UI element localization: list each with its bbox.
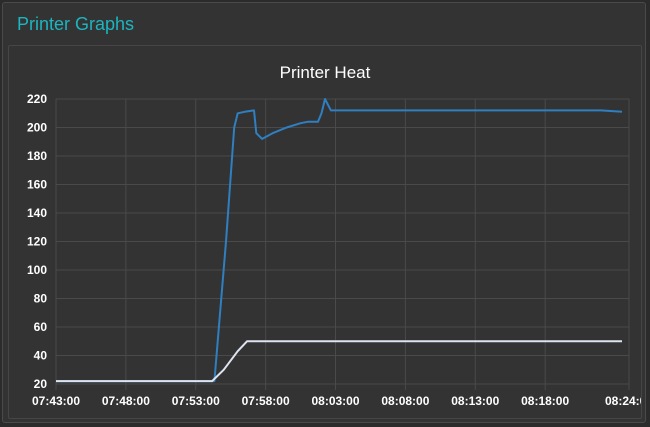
x-tick-label: 08:18:00 (521, 394, 569, 408)
printer-graphs-panel: Printer Graphs 20 40 60 80 100 120 140 160 180 20… (2, 2, 646, 423)
y-tick-label: 100 (27, 263, 47, 277)
series-line-1 (56, 98, 623, 383)
panel-title: Printer Graphs (17, 14, 135, 34)
chart-title: Printer Heat (280, 63, 371, 82)
y-tick-label: 120 (27, 235, 47, 249)
x-tick-label: 08:13:00 (451, 394, 499, 408)
x-tick-label: 08:08:00 (381, 394, 429, 408)
chart-card: 20 40 60 80 100 120 140 160 180 200 220 07:43:00 07… (8, 45, 642, 419)
x-tick-label: 08:24:00 (605, 394, 641, 408)
x-tick-label: 07:48:00 (102, 394, 150, 408)
y-tick-label: 80 (34, 292, 48, 306)
y-axis-ticks: 20 40 60 80 100 120 140 160 180 200 220 (27, 92, 47, 391)
x-tick-label: 08:03:00 (311, 394, 359, 408)
y-tick-label: 140 (27, 206, 47, 220)
y-tick-label: 220 (27, 92, 47, 106)
y-tick-label: 40 (34, 349, 48, 363)
x-axis-ticks: 07:43:00 07:48:00 07:53:00 07:58:00 08:03:00… (32, 394, 641, 408)
y-tick-label: 20 (34, 377, 48, 391)
grid (55, 98, 630, 390)
y-tick-label: 200 (27, 121, 47, 135)
y-tick-label: 160 (27, 178, 47, 192)
y-tick-label: 60 (34, 320, 48, 334)
x-tick-label: 07:53:00 (172, 394, 220, 408)
series-line-2 (56, 340, 622, 383)
y-tick-label: 180 (27, 149, 47, 163)
x-tick-label: 07:43:00 (32, 394, 80, 408)
x-tick-label: 07:58:00 (242, 394, 290, 408)
series-group (56, 98, 623, 383)
